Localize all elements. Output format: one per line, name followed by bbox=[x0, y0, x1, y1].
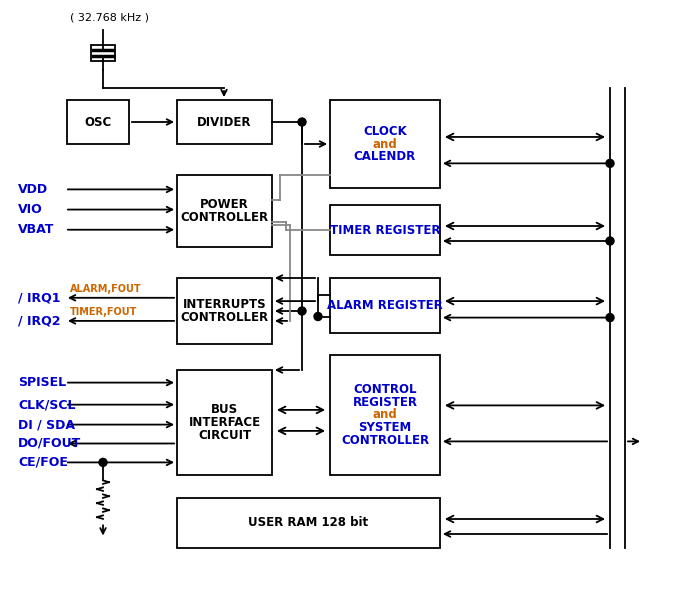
Text: CLK/SCL: CLK/SCL bbox=[18, 398, 75, 411]
Text: and: and bbox=[373, 137, 398, 150]
Text: SPISEL: SPISEL bbox=[18, 376, 66, 389]
Text: CE/FOE: CE/FOE bbox=[18, 456, 68, 469]
Text: VBAT: VBAT bbox=[18, 223, 55, 236]
Bar bbox=[177, 100, 272, 144]
Text: DIVIDER: DIVIDER bbox=[197, 115, 252, 128]
Text: ( 32.768 kHz ): ( 32.768 kHz ) bbox=[71, 13, 150, 23]
Circle shape bbox=[606, 237, 614, 245]
Circle shape bbox=[298, 118, 306, 126]
Text: and: and bbox=[373, 409, 398, 422]
Text: ALARM REGISTER: ALARM REGISTER bbox=[327, 299, 443, 312]
Text: BUS: BUS bbox=[211, 403, 238, 416]
Text: CONTROLLER: CONTROLLER bbox=[181, 311, 268, 324]
Circle shape bbox=[99, 459, 107, 466]
Bar bbox=[330, 205, 440, 255]
Bar bbox=[177, 370, 272, 475]
Text: SYSTEM: SYSTEM bbox=[359, 421, 412, 434]
Text: CONTROL: CONTROL bbox=[353, 383, 417, 396]
Circle shape bbox=[606, 159, 614, 168]
Bar bbox=[330, 278, 440, 333]
Text: VIO: VIO bbox=[18, 203, 42, 216]
Text: DO/FOUT: DO/FOUT bbox=[18, 437, 82, 450]
Text: TIMER REGISTER: TIMER REGISTER bbox=[330, 223, 440, 236]
Text: CLOCK: CLOCK bbox=[363, 125, 407, 138]
Circle shape bbox=[606, 314, 614, 321]
Bar bbox=[177, 175, 272, 247]
Text: CONTROLLER: CONTROLLER bbox=[341, 434, 429, 447]
Text: INTERFACE: INTERFACE bbox=[189, 416, 261, 429]
Text: POWER: POWER bbox=[200, 198, 249, 211]
Bar bbox=[91, 45, 115, 61]
Text: DI / SDA: DI / SDA bbox=[18, 418, 75, 431]
Circle shape bbox=[298, 307, 306, 315]
Text: / IRQ2: / IRQ2 bbox=[18, 314, 61, 327]
Text: ALARM,FOUT: ALARM,FOUT bbox=[70, 284, 142, 294]
Bar bbox=[67, 100, 129, 144]
Bar bbox=[330, 355, 440, 475]
Text: REGISTER: REGISTER bbox=[353, 396, 417, 409]
Text: USER RAM 128 bit: USER RAM 128 bit bbox=[249, 517, 369, 529]
Text: / IRQ1: / IRQ1 bbox=[18, 291, 61, 304]
Bar bbox=[177, 498, 440, 548]
Text: CALENDR: CALENDR bbox=[354, 150, 416, 163]
Bar bbox=[177, 278, 272, 344]
Text: TIMER,FOUT: TIMER,FOUT bbox=[70, 307, 137, 317]
Text: VDD: VDD bbox=[18, 183, 48, 196]
Text: INTERRUPTS: INTERRUPTS bbox=[183, 298, 266, 311]
Bar bbox=[330, 100, 440, 188]
Circle shape bbox=[314, 312, 322, 321]
Text: CIRCUIT: CIRCUIT bbox=[198, 429, 251, 442]
Text: CONTROLLER: CONTROLLER bbox=[181, 211, 268, 224]
Text: OSC: OSC bbox=[84, 115, 112, 128]
